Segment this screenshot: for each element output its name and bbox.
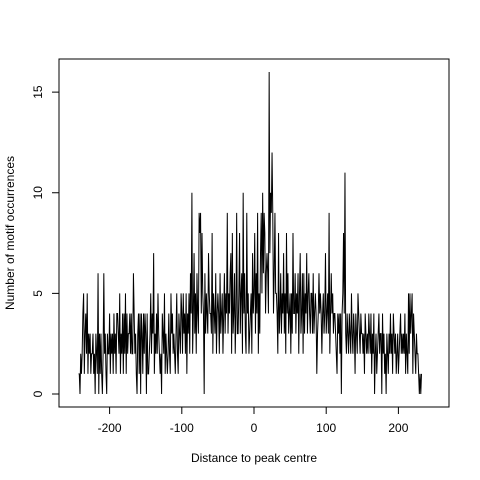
x-tick-label: -200 — [98, 421, 122, 435]
y-tick-label: 0 — [31, 390, 45, 397]
y-tick-label: 5 — [31, 290, 45, 297]
x-tick-label: 100 — [316, 421, 336, 435]
y-axis-label: Number of motif occurrences — [3, 156, 17, 310]
y-tick-label: 15 — [31, 85, 45, 99]
x-axis-label: Distance to peak centre — [191, 451, 317, 465]
series-layer — [78, 71, 422, 395]
series-line — [78, 71, 422, 395]
y-axis: 0 5 10 15 — [31, 85, 60, 397]
x-tick-label: 0 — [251, 421, 258, 435]
y-tick-label: 10 — [31, 186, 45, 200]
x-tick-label: -100 — [170, 421, 194, 435]
x-tick-label: 200 — [388, 421, 408, 435]
x-axis: -200 -100 0 100 200 — [98, 406, 409, 435]
